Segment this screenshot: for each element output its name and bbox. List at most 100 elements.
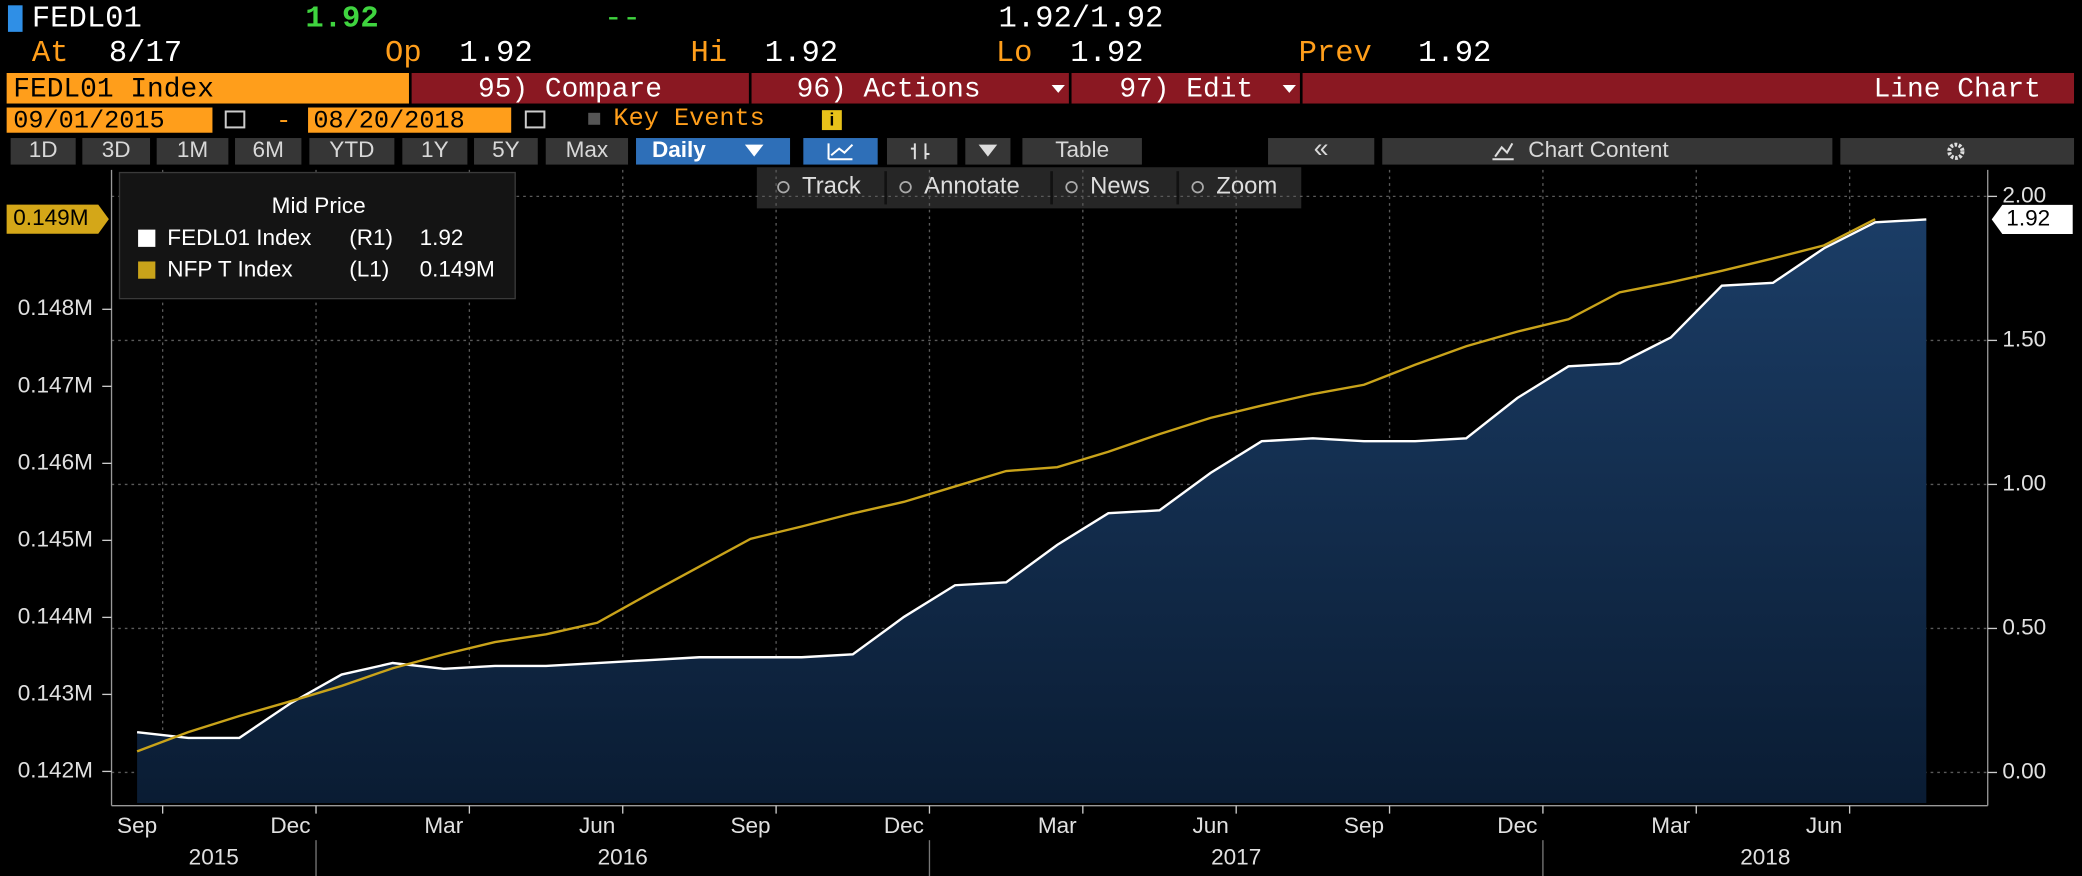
high-label: Hi (690, 37, 727, 71)
last-value-tag (6, 204, 109, 234)
period-button[interactable] (474, 138, 538, 165)
period-button[interactable] (235, 138, 302, 165)
legend-box (118, 171, 516, 300)
x-tick-label: Jun (1192, 813, 1228, 838)
period-button[interactable] (545, 138, 629, 165)
calendar-icon[interactable] (524, 110, 546, 129)
chart-content-button[interactable] (1382, 138, 1833, 165)
y-tick-label: 0.144M (18, 603, 93, 628)
change: -- (604, 3, 641, 37)
line-icon[interactable] (827, 143, 854, 161)
period-button[interactable] (309, 138, 395, 165)
dropdown-arrow[interactable] (744, 144, 764, 157)
settings-button[interactable] (1840, 138, 2075, 165)
y2-tick-label: 0.50 (2002, 614, 2046, 639)
legend-label: NFP T Index (167, 257, 293, 282)
at-label: At (32, 37, 69, 71)
tool-icon[interactable] (777, 180, 790, 194)
legend-label: FEDL01 Index (167, 225, 312, 250)
y-tick-label: 0.147M (18, 372, 93, 397)
actions-button[interactable]: 96) Actions (797, 74, 981, 105)
compare-button[interactable]: 95) Compare (478, 74, 662, 105)
table-label[interactable]: Table (1055, 137, 1109, 162)
calendar-icon[interactable] (224, 110, 246, 129)
legend-title: Mid Price (272, 193, 366, 218)
dropdown-arrow[interactable] (1051, 84, 1065, 93)
bid-ask: 1.92/1.92 (999, 3, 1164, 37)
year-label: 2015 (189, 845, 239, 870)
open-value: 1.92 (459, 37, 532, 71)
tool-icon[interactable] (899, 180, 912, 194)
x-tick-label: Mar (1038, 813, 1077, 838)
start-date[interactable]: 09/01/2015 (13, 106, 164, 135)
info-icon[interactable] (821, 110, 842, 131)
menu-bar (411, 73, 2075, 104)
last-value-tag-label: 1.92 (2006, 205, 2050, 230)
legend-axis-tag: (R1) (349, 225, 393, 250)
period-label[interactable]: 6M (253, 137, 284, 162)
chart-content-label[interactable]: Chart Content (1528, 137, 1669, 162)
high-value: 1.92 (765, 37, 838, 71)
prev-value: 1.92 (1418, 37, 1491, 71)
series-line (136, 218, 1927, 740)
tool-label[interactable]: News (1090, 172, 1150, 199)
tool-icon[interactable] (1191, 180, 1204, 194)
y-tick-label: 0.146M (18, 449, 93, 474)
at-value: 8/17 (109, 37, 182, 71)
date-separator: - (276, 106, 291, 135)
frequency-label[interactable]: Daily (652, 137, 706, 162)
y-tick-label: 0.143M (18, 680, 93, 705)
y2-tick-label: 2.00 (2002, 182, 2046, 207)
period-label[interactable]: 3D (102, 137, 131, 162)
period-label[interactable]: YTD (329, 137, 374, 162)
end-date[interactable]: 08/20/2018 (313, 106, 464, 135)
start-date-box[interactable] (6, 107, 213, 133)
bar-style-button[interactable] (886, 138, 958, 165)
period-label[interactable]: 1D (29, 137, 58, 162)
ticker: FEDL01 (32, 3, 142, 37)
low-label: Lo (996, 37, 1033, 71)
last-price: 1.92 (305, 3, 378, 37)
end-date-box[interactable] (308, 107, 512, 133)
prev-label: Prev (1299, 37, 1372, 71)
collapse-button[interactable] (1268, 138, 1375, 165)
tool-label[interactable]: Annotate (924, 172, 1020, 199)
period-label[interactable]: 5Y (492, 137, 520, 162)
tool-label[interactable]: Track (802, 172, 861, 199)
last-value-tag (1991, 204, 2073, 235)
ticker-marker (7, 5, 23, 32)
frequency-button[interactable] (636, 138, 791, 165)
key-events[interactable]: Key Events (613, 104, 764, 133)
gear-icon[interactable] (1947, 142, 1965, 160)
period-button[interactable] (82, 138, 151, 165)
legend-swatch (138, 229, 156, 247)
line-style-button[interactable] (803, 138, 878, 165)
open-label: Op (385, 37, 422, 71)
dropdown-arrow[interactable] (978, 144, 998, 157)
legend-swatch (138, 261, 156, 279)
period-button[interactable] (10, 138, 76, 165)
period-button[interactable] (156, 138, 229, 165)
tool-label[interactable]: Zoom (1216, 172, 1277, 199)
collapse-label[interactable]: « (1314, 133, 1329, 163)
y2-tick-label: 1.50 (2002, 326, 2046, 351)
bar-icon[interactable] (910, 143, 930, 160)
y-tick-label: 0.145M (18, 526, 93, 551)
table-button[interactable] (1022, 138, 1142, 165)
chart-content-icon[interactable] (1492, 142, 1514, 161)
period-label[interactable]: 1M (177, 137, 208, 162)
period-button[interactable] (402, 138, 468, 165)
x-tick-label: Mar (1651, 813, 1690, 838)
info-icon-text[interactable]: i (829, 109, 834, 129)
period-label[interactable]: Max (566, 137, 609, 162)
edit-button[interactable]: 97) Edit (1119, 74, 1253, 105)
checkbox[interactable] (588, 112, 601, 125)
tool-icon[interactable] (1065, 180, 1078, 194)
x-tick-label: Sep (730, 813, 770, 838)
dropdown-arrow[interactable] (1282, 84, 1296, 93)
security[interactable]: FEDL01 Index (13, 74, 214, 105)
year-label: 2018 (1740, 845, 1790, 870)
security-box[interactable] (6, 73, 409, 104)
period-label[interactable]: 1Y (421, 137, 449, 162)
